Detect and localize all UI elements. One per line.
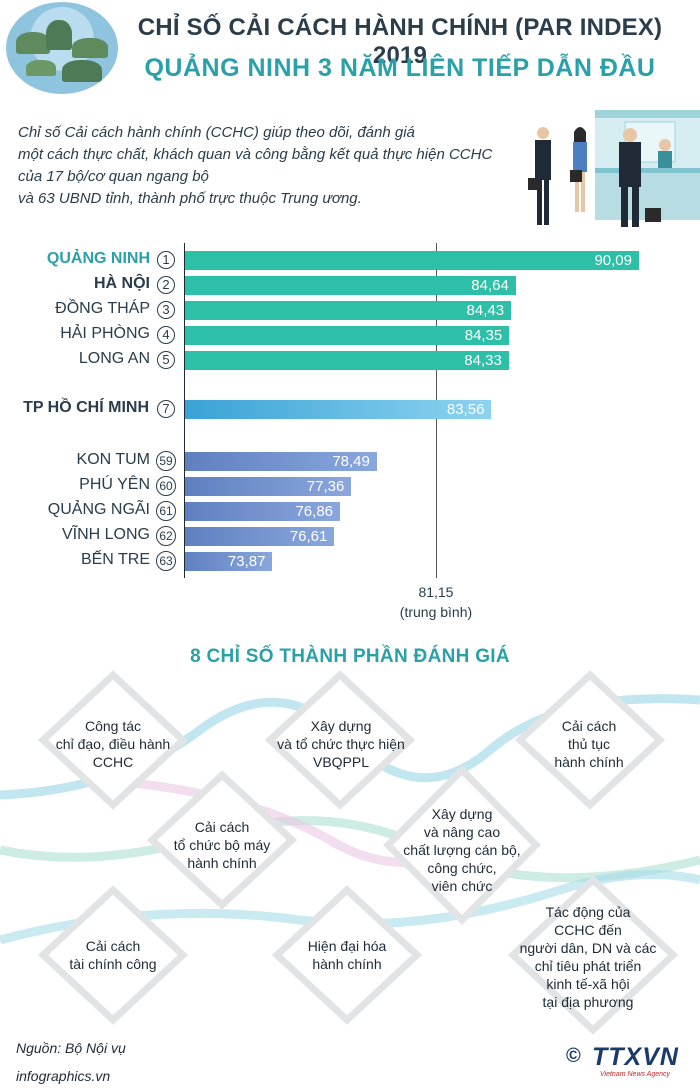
rank-badge: 61 xyxy=(156,501,176,521)
data-label: 76,86 xyxy=(295,503,334,520)
row-label: QUẢNG NINH xyxy=(46,250,150,267)
bar xyxy=(185,477,352,496)
data-label: 84,33 xyxy=(464,352,502,369)
average-label: (trung bình) xyxy=(399,604,473,620)
rank-badge: 62 xyxy=(156,526,176,546)
row-label: KON TUM xyxy=(76,451,150,468)
component-diamond xyxy=(507,875,679,1035)
bar xyxy=(185,400,492,419)
data-label: 76,61 xyxy=(289,528,328,545)
components-title: 8 CHỈ SỐ THÀNH PHẦN ĐÁNH GIÁ xyxy=(190,646,510,667)
row-label: VĨNH LONG xyxy=(61,526,150,543)
bar xyxy=(185,276,516,295)
rank-badge: 2 xyxy=(157,276,175,294)
ha-long-bay-image xyxy=(6,2,118,94)
connector-line xyxy=(0,816,700,883)
rank-badge: 4 xyxy=(157,326,175,344)
rank-badge: 5 xyxy=(157,351,175,369)
row-label: BẾN TRE xyxy=(80,551,150,568)
component-text: Cải cách tài chính công xyxy=(69,938,157,972)
component-diamond xyxy=(514,670,666,810)
rank-badge: 60 xyxy=(156,476,176,496)
component-text: Xây dựng và nâng cao chất lượng cán bộ, … xyxy=(403,806,521,894)
components-diagram xyxy=(0,670,700,1035)
component-diamond xyxy=(271,885,423,1025)
copyright-icon: © xyxy=(566,1045,581,1067)
page-title: CHỈ SỐ CẢI CÁCH HÀNH CHÍNH (PAR INDEX) 2… xyxy=(137,14,663,69)
average-value: 81,15 xyxy=(418,584,454,600)
data-label: 84,35 xyxy=(464,327,503,344)
intro-line: một cách thực chất, khách quan và công b… xyxy=(18,146,493,163)
component-diamond xyxy=(37,670,189,810)
bar xyxy=(185,502,341,521)
component-diamond xyxy=(264,670,416,810)
data-label: 83,56 xyxy=(446,401,485,418)
agency-logo: TTXVN xyxy=(592,1043,679,1071)
bar xyxy=(185,351,509,370)
component-text: Hiện đại hóa hành chính xyxy=(307,938,387,972)
row-label: HÀ NỘI xyxy=(94,275,150,292)
bar xyxy=(185,326,510,345)
row-label: TP HỒ CHÍ MINH xyxy=(23,399,149,416)
bar xyxy=(185,251,639,270)
data-label: 73,87 xyxy=(227,553,266,570)
rank-badge: 63 xyxy=(156,551,176,571)
row-label: ĐỒNG THÁP xyxy=(55,300,150,317)
data-label: 90,09 xyxy=(594,252,632,269)
page-subtitle: QUẢNG NINH 3 NĂM LIÊN TIẾP DẪN ĐẦU xyxy=(144,54,656,82)
row-label: HẢI PHÒNG xyxy=(60,325,150,342)
office-counter-illustration xyxy=(528,110,700,227)
intro-text: Chỉ số Cải cách hành chính (CCHC) giúp t… xyxy=(18,122,518,210)
component-text: Cải cách tổ chức bộ máy hành chính xyxy=(173,819,271,871)
data-label: 78,49 xyxy=(332,453,370,470)
component-diamond xyxy=(37,885,189,1025)
bar xyxy=(185,527,335,546)
site-link[interactable]: infographics.vn xyxy=(16,1068,111,1084)
source-note: Nguồn: Bộ Nội vụ xyxy=(16,1040,126,1056)
component-text: Công tác chỉ đạo, điều hành CCHC xyxy=(55,718,171,770)
data-label: 84,64 xyxy=(471,277,509,294)
rank-badge: 3 xyxy=(157,301,175,319)
component-text: Cải cách thủ tục hành chính xyxy=(554,718,624,770)
intro-line: của 17 bộ/cơ quan ngang bộ xyxy=(18,168,209,185)
rank-badge: 1 xyxy=(157,251,175,269)
bar xyxy=(185,552,273,571)
row-label: QUẢNG NGÃI xyxy=(47,501,150,518)
component-text: Tác động của CCHC đến người dân, DN và c… xyxy=(519,904,657,1010)
header: CHỈ SỐ CẢI CÁCH HÀNH CHÍNH (PAR INDEX) 2… xyxy=(0,0,700,100)
component-diamond xyxy=(383,765,541,925)
bar xyxy=(185,301,512,320)
bar xyxy=(185,452,377,471)
agency-subtitle: Vietnam News Agency xyxy=(600,1071,671,1078)
data-label: 84,43 xyxy=(466,302,505,319)
rank-badge: 7 xyxy=(157,400,175,418)
intro-line: Chỉ số Cải cách hành chính (CCHC) giúp t… xyxy=(18,124,415,141)
component-text: Xây dựng và tổ chức thực hiện VBQPPL xyxy=(277,718,405,770)
component-diamond xyxy=(146,770,298,910)
row-label: LONG AN xyxy=(78,350,150,367)
intro-line: và 63 UBND tỉnh, thành phố trực thuộc Tr… xyxy=(18,190,362,207)
row-label: PHÚ YÊN xyxy=(79,476,150,493)
data-label: 77,36 xyxy=(306,478,345,495)
rank-badge: 59 xyxy=(156,451,176,471)
chart-axis xyxy=(184,243,185,578)
